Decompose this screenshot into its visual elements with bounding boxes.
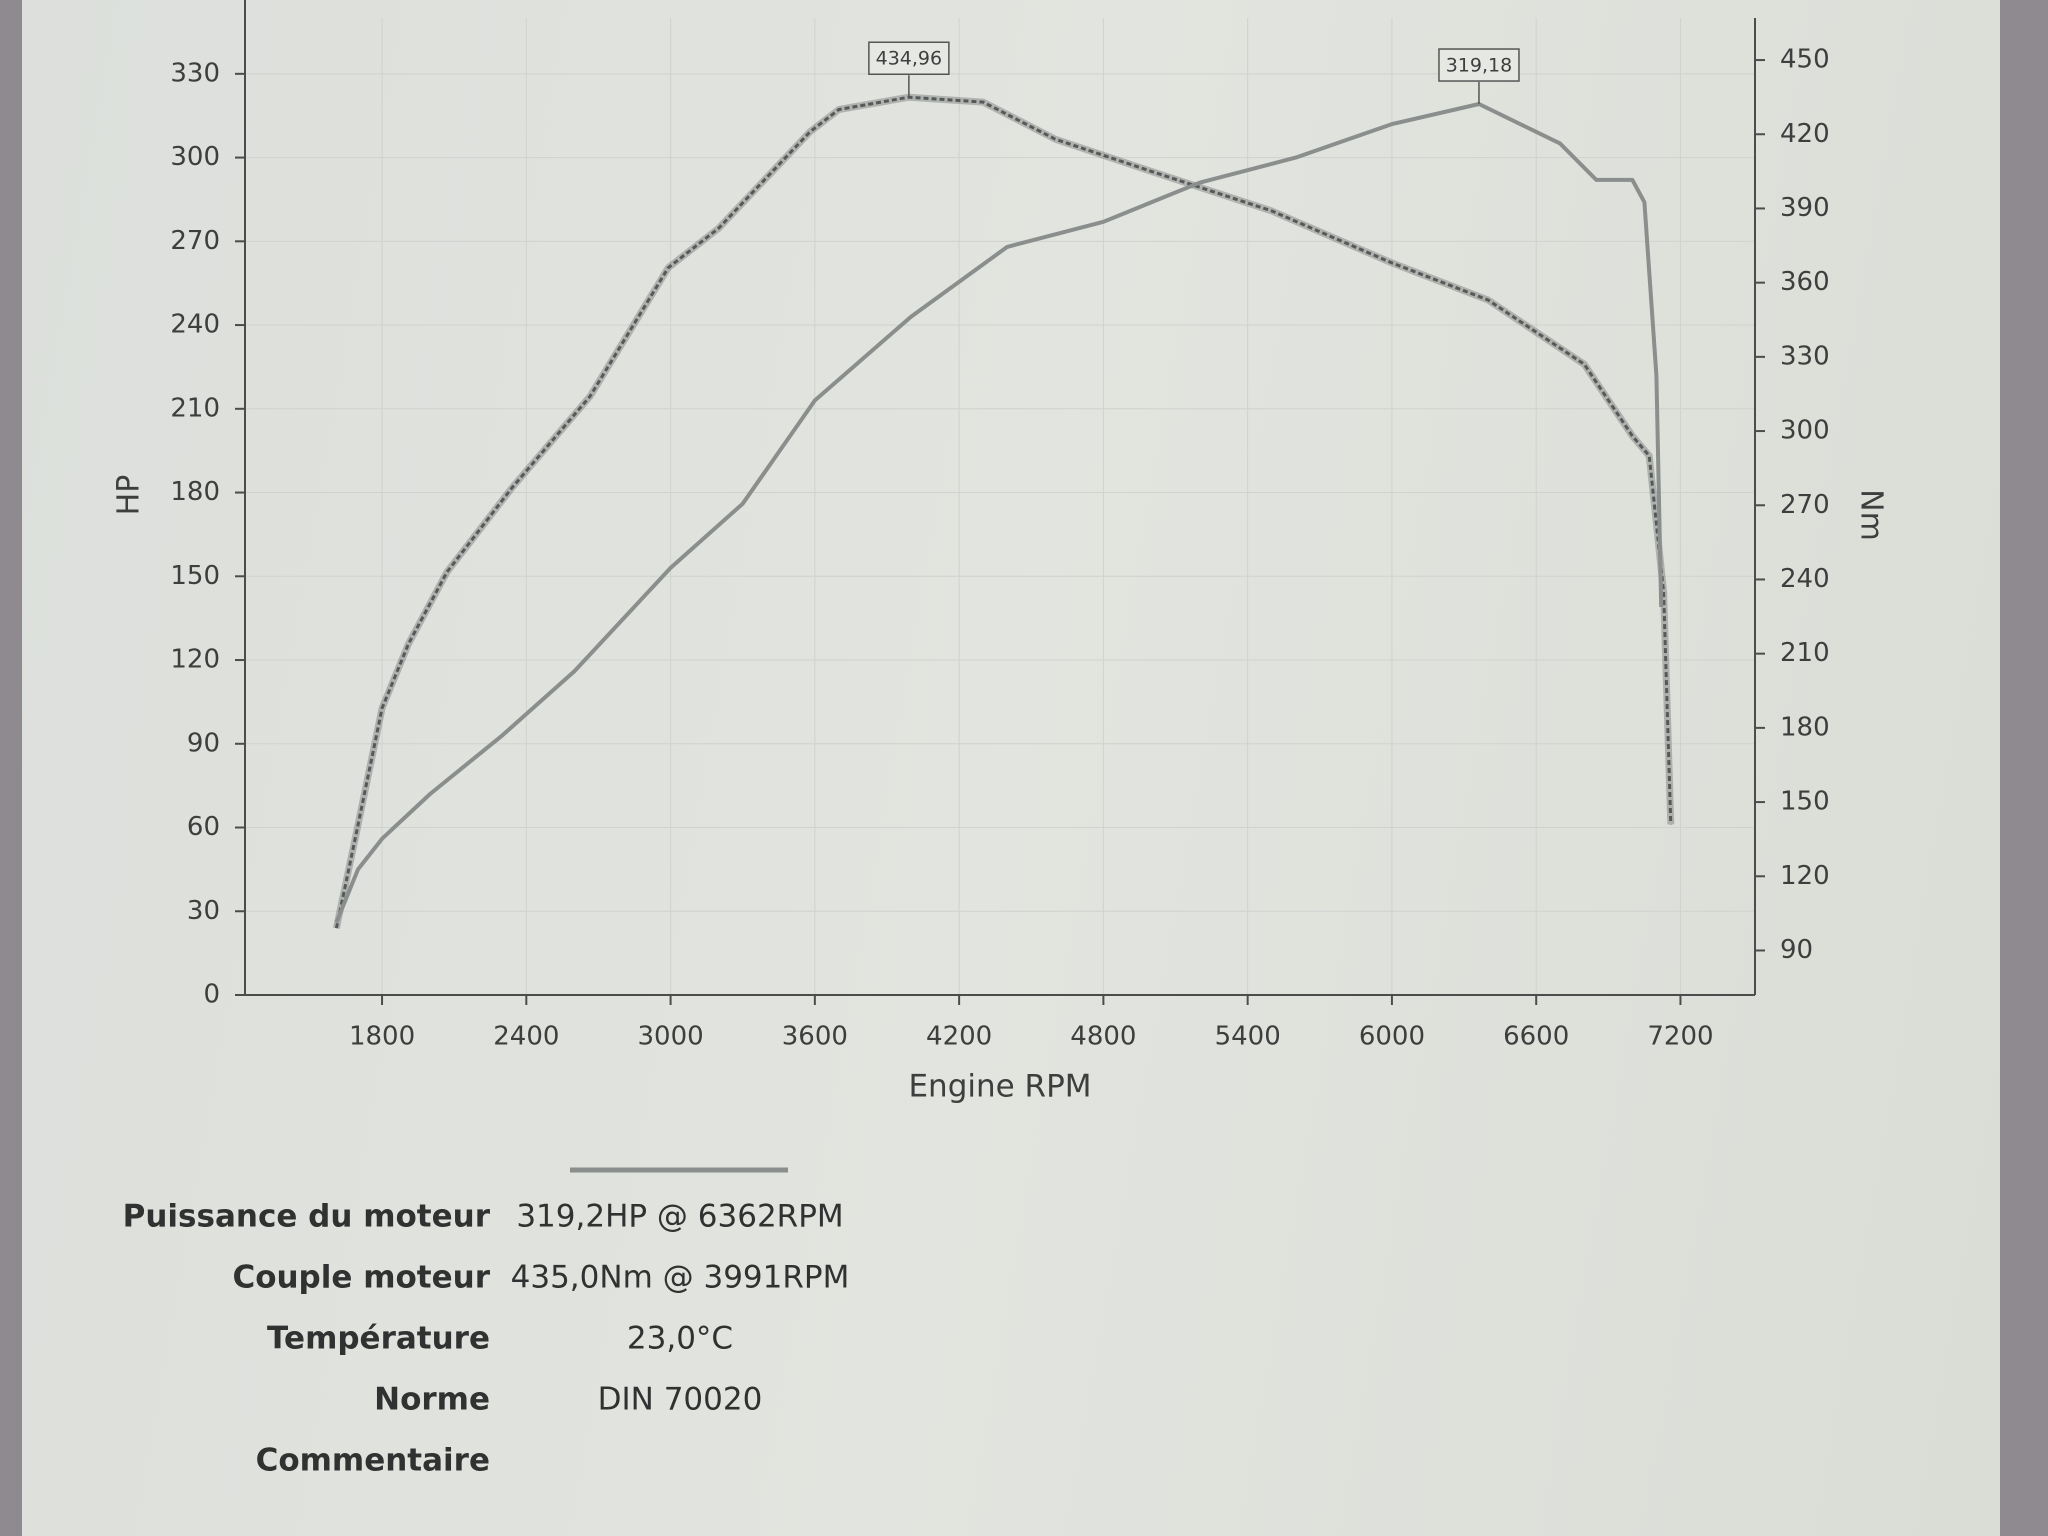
line xyxy=(334,95,1673,929)
y2-tick-label: 390 xyxy=(1780,193,1830,223)
y-tick-label: 120 xyxy=(170,645,220,675)
y2-tick-label: 240 xyxy=(1780,564,1830,594)
x-axis-title: Engine RPM xyxy=(908,1069,1091,1105)
detail-label: Commentaire xyxy=(256,1443,490,1479)
y2-tick-label: 180 xyxy=(1780,712,1830,742)
x-tick-label: 7200 xyxy=(1647,1022,1713,1052)
y-tick-label: 330 xyxy=(170,58,220,88)
y-tick-label: 240 xyxy=(170,310,220,340)
x-tick-label: 6000 xyxy=(1359,1022,1425,1052)
x-tick-label: 3000 xyxy=(638,1022,704,1052)
x-tick-label: 2400 xyxy=(493,1022,559,1052)
y2-tick-label: 300 xyxy=(1780,416,1830,446)
annotation-label: 434,96 xyxy=(876,48,942,70)
detail-value: 435,0Nm @ 3991RPM xyxy=(511,1260,850,1296)
detail-label: Puissance du moteur xyxy=(123,1199,491,1235)
x-tick-label: 3600 xyxy=(782,1022,848,1052)
details-table: Puissance du moteur 319,2HP @ 6362RPM Coup… xyxy=(123,1199,850,1479)
x-tick-label: 4800 xyxy=(1070,1022,1136,1052)
y2-tick-label: 330 xyxy=(1780,341,1830,371)
annotation-box xyxy=(1438,48,1520,82)
y-tick-label: 180 xyxy=(170,477,220,507)
detail-value: 319,2HP @ 6362RPM xyxy=(516,1199,843,1235)
y-tick-label: 90 xyxy=(187,728,220,758)
y2-tick-label: 210 xyxy=(1780,638,1830,668)
y2-tick-label: 90 xyxy=(1780,935,1813,965)
x-tick-label: 1800 xyxy=(349,1022,415,1052)
detail-value: 23,0°C xyxy=(627,1321,733,1357)
annotation-box xyxy=(868,41,950,75)
y2-tick-label: 120 xyxy=(1780,861,1830,891)
y-tick-label: 210 xyxy=(170,393,220,423)
x-tick-label: 5400 xyxy=(1215,1022,1281,1052)
x-tick-label: 4200 xyxy=(926,1022,992,1052)
y-tick-label: 150 xyxy=(170,561,220,591)
y2-tick-label: 420 xyxy=(1780,119,1830,149)
y-tick-label: 30 xyxy=(187,896,220,926)
detail-value: DIN 70020 xyxy=(598,1382,763,1418)
y2-axis-title: Nm xyxy=(1854,489,1889,541)
y-tick-label: 270 xyxy=(170,226,220,256)
detail-label: Couple moteur xyxy=(232,1260,490,1296)
line-halo xyxy=(332,93,1675,929)
y-axis-title: HP xyxy=(112,475,147,516)
detail-label: Norme xyxy=(374,1382,490,1418)
x-tick-label: 6600 xyxy=(1503,1022,1569,1052)
y2-tick-label: 450 xyxy=(1780,45,1830,75)
y-tick-label: 300 xyxy=(170,142,220,172)
y-tick-label: 0 xyxy=(203,980,220,1010)
y2-tick-label: 360 xyxy=(1780,267,1830,297)
line xyxy=(334,102,1664,924)
y2-tick-label: 270 xyxy=(1780,490,1830,520)
y-tick-label: 60 xyxy=(187,812,220,842)
annotation-label: 319,18 xyxy=(1446,55,1512,77)
detail-label: Température xyxy=(267,1321,490,1357)
y2-tick-label: 150 xyxy=(1780,787,1830,817)
